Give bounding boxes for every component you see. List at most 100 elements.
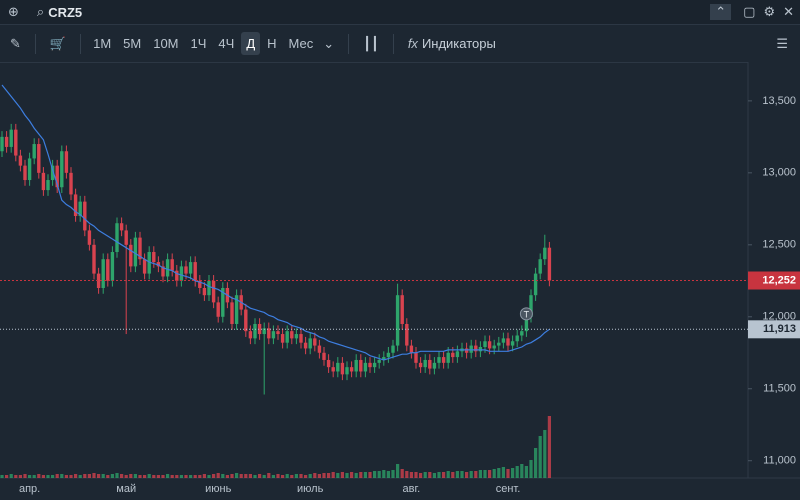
x-tick-label: сент.	[496, 483, 521, 495]
volume-bar	[235, 473, 239, 478]
settings-button[interactable]: ⚙	[763, 4, 776, 19]
layout-button[interactable]: ☰	[776, 35, 788, 51]
fx-icon[interactable]: fx	[407, 36, 418, 51]
volume-bar	[74, 474, 78, 478]
more-button[interactable]: ⌄	[323, 35, 335, 51]
volume-bar	[336, 473, 340, 478]
candle-body	[27, 158, 32, 181]
candle-body	[478, 347, 483, 352]
timeframe-button[interactable]: Н	[267, 36, 277, 51]
timeframe-button[interactable]: 5M	[123, 36, 142, 51]
candle-body	[73, 194, 78, 217]
candle-body	[69, 172, 73, 195]
candle-body	[372, 362, 377, 368]
candle-body	[285, 331, 289, 343]
volume-bar	[511, 468, 515, 478]
candle-body	[179, 266, 184, 281]
volume-bar	[501, 467, 505, 478]
candle-body	[501, 338, 506, 343]
volume-bar	[0, 475, 4, 478]
event-marker-label: T	[524, 309, 530, 319]
volume-bar	[469, 471, 473, 478]
indicators-button[interactable]: Индикаторы	[421, 36, 496, 51]
volume-bar	[198, 475, 202, 478]
candle-body	[428, 359, 432, 369]
candle-body	[441, 357, 446, 363]
volume-bar	[520, 464, 524, 478]
candle-body	[221, 287, 225, 317]
x-tick-label: май	[116, 483, 136, 495]
candle-body	[216, 302, 220, 317]
volume-bar	[170, 475, 174, 478]
timeframe-button[interactable]: Мес	[288, 36, 314, 51]
volume-bar	[285, 474, 289, 478]
volume-bar	[110, 474, 114, 478]
candle-body	[165, 259, 170, 277]
volume-bar	[488, 470, 492, 478]
volume-bar	[161, 475, 165, 478]
search-icon[interactable]: ⌕	[36, 4, 45, 19]
volume-bar	[423, 472, 427, 478]
timeframe-button[interactable]: 10M	[153, 36, 179, 51]
moving-average	[1, 84, 550, 361]
volume-bar	[133, 474, 137, 478]
volume-bar	[455, 471, 459, 478]
price-tag-label: 12,252	[762, 274, 796, 286]
candle-body	[188, 262, 193, 274]
volume-bar	[64, 475, 68, 478]
volume-bar	[428, 472, 432, 478]
volume-bar	[212, 474, 216, 478]
volume-bar	[9, 474, 13, 478]
volume-bar	[221, 474, 225, 478]
candle-body	[294, 334, 299, 339]
candle-body	[492, 345, 496, 349]
volume-bar	[244, 474, 248, 478]
candle-body	[161, 266, 165, 277]
volume-bar	[382, 470, 386, 478]
volume-bar	[55, 474, 59, 478]
timeframe-button[interactable]: 1Ч	[190, 36, 207, 51]
volume-bar	[156, 475, 160, 478]
candle-body	[414, 352, 418, 363]
volume-bar	[419, 473, 423, 478]
volume-bar	[101, 474, 105, 478]
volume-bar	[258, 474, 262, 478]
candle-body	[152, 252, 156, 263]
candle-body	[280, 334, 285, 343]
volume-bar	[143, 475, 147, 478]
symbol[interactable]: CRZ5	[48, 4, 83, 20]
candle-body	[60, 151, 64, 188]
candle-body	[308, 338, 312, 349]
candle-body	[92, 244, 96, 274]
volume-bar	[460, 471, 464, 478]
volume-bar	[308, 474, 312, 478]
volume-bar	[152, 475, 156, 478]
candle-body	[303, 342, 308, 349]
volume-bar	[124, 475, 128, 478]
volume-bar	[363, 472, 367, 478]
candle-body	[147, 252, 151, 274]
candle-body	[138, 237, 142, 260]
timeframe-button[interactable]: 4Ч	[218, 36, 235, 51]
volume-bar	[138, 475, 142, 478]
candle-body	[184, 266, 188, 274]
volume-bar	[483, 470, 487, 478]
collapse-button[interactable]: ⌃	[710, 4, 732, 20]
volume-bar	[18, 475, 22, 478]
volume-bar	[524, 466, 528, 478]
chart-type-button[interactable]: ┃┃	[363, 35, 379, 51]
window-button[interactable]: ▢	[743, 4, 756, 19]
volume-bar	[313, 473, 317, 478]
volume-bar	[41, 475, 45, 478]
volume-bar	[248, 474, 252, 478]
timeframe-button[interactable]: Д	[241, 32, 261, 55]
x-tick-label: авг.	[403, 483, 421, 495]
candle-body	[432, 362, 437, 369]
close-button[interactable]: ✕	[783, 4, 794, 19]
candle-body	[533, 273, 538, 296]
draw-button[interactable]: ✎	[10, 35, 21, 51]
separator	[348, 33, 350, 54]
cart-button[interactable]: 🛒	[49, 35, 67, 51]
timeframe-button[interactable]: 1M	[93, 36, 112, 51]
add-button[interactable]: ⊕	[8, 4, 19, 19]
